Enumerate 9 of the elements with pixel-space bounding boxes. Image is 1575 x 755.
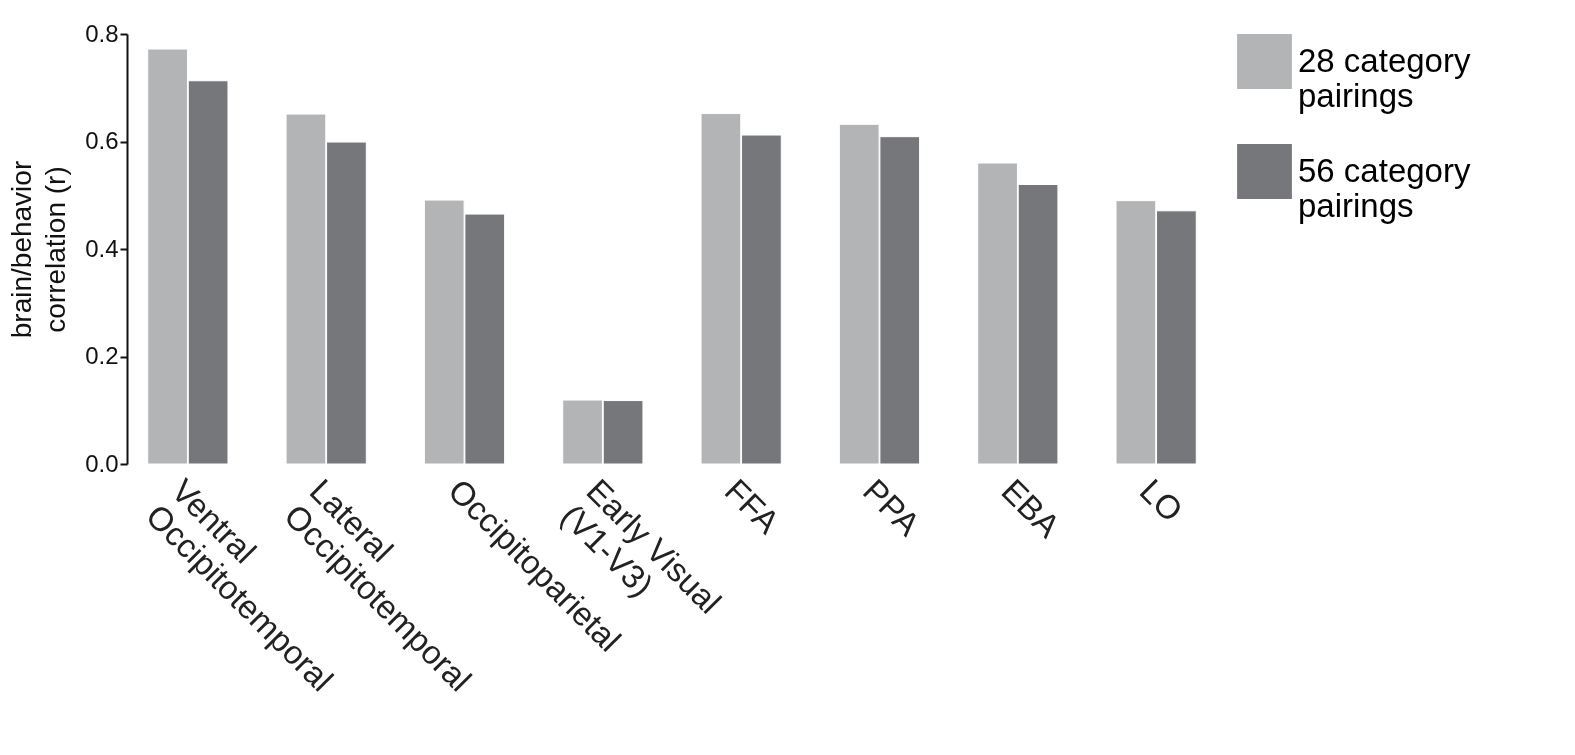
y-tick-label: 0.0 <box>85 449 119 477</box>
y-tick-label: 0.8 <box>85 19 119 47</box>
legend-label: 56 category pairings <box>1298 151 1471 224</box>
y-tick-label: 0.6 <box>85 127 119 154</box>
y-axis-title: brain/behavior correlation (r) <box>6 160 72 339</box>
y-tick-label: 0.2 <box>85 342 119 369</box>
x-tick-label: LO <box>1132 471 1191 529</box>
y-tick-label: 0.4 <box>85 234 119 262</box>
legend-label: 28 category pairings <box>1298 41 1471 114</box>
